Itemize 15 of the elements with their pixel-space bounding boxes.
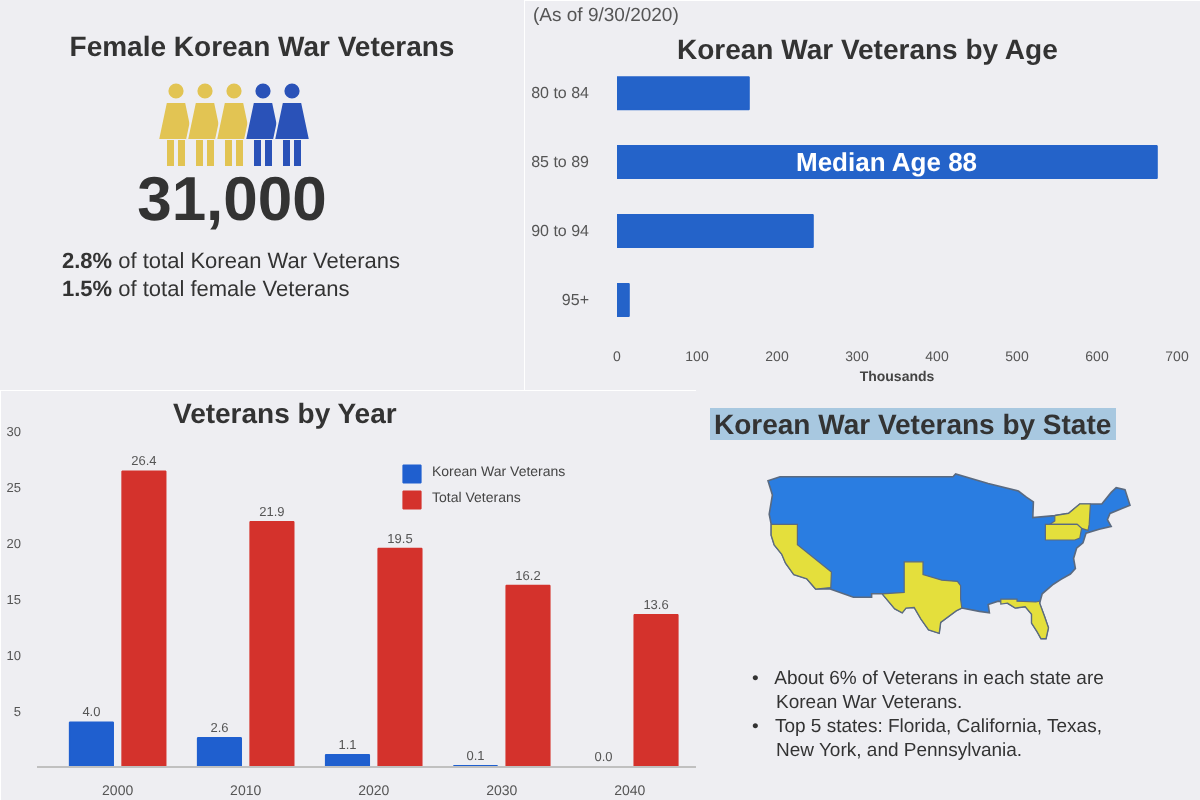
y-tick-label: 80 to 84 bbox=[531, 84, 591, 103]
text: • About 6% of Veterans in each state are Korean War Veterans. bbox=[752, 668, 1106, 714]
chart-subtitle: (As of 9/30/2020) bbox=[533, 5, 679, 27]
chart-title: Korean War Veterans by Age bbox=[677, 33, 1059, 65]
text: 2.8% of total Korean War Veterans bbox=[62, 250, 400, 276]
chart-title: Veterans by Year bbox=[173, 397, 398, 429]
y-tick-label: 95+ bbox=[561, 290, 590, 309]
text: • Top 5 states: Florida, California, Texas, New York, and Pennsylvania. bbox=[752, 716, 1104, 762]
text: Korean War Veterans by State bbox=[710, 408, 1116, 440]
text: 31,000 bbox=[135, 164, 329, 234]
annotation: Median Age 88 bbox=[795, 147, 978, 178]
text: Female Korean War Veterans bbox=[67, 28, 457, 64]
y-tick-label: 90 to 94 bbox=[531, 222, 591, 241]
text: 1.5% of total female Veterans bbox=[62, 278, 350, 304]
y-tick-label: 85 to 89 bbox=[531, 153, 591, 172]
